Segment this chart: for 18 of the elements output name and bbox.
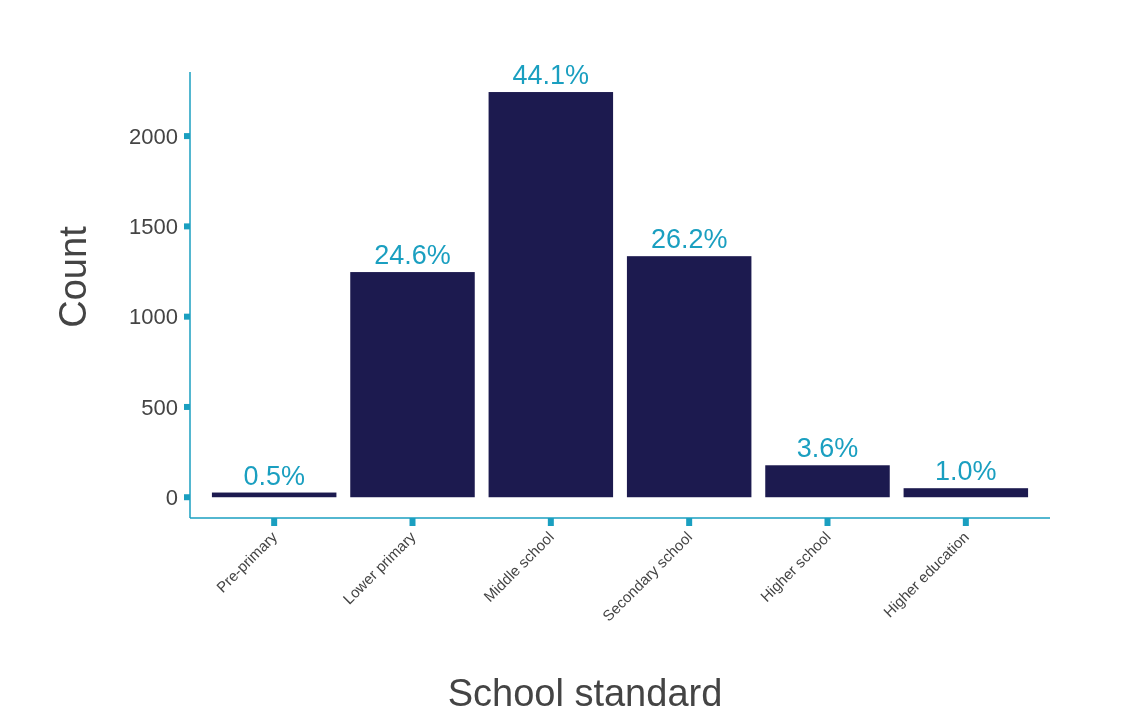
y-axis-title: Count [52, 225, 94, 328]
annotation: 1.0% [935, 456, 997, 487]
annotation: 26.2% [650, 224, 728, 255]
x-axis-title: School standard [447, 672, 723, 714]
y-tick-label: 1000 [129, 304, 178, 330]
annotation: 0.5% [243, 460, 305, 491]
annotation: 44.1% [512, 60, 590, 91]
y-tick-label: 500 [141, 394, 178, 420]
bar [765, 465, 890, 498]
bar [488, 92, 614, 498]
bar [350, 272, 475, 498]
y-tick-label: 2000 [129, 123, 178, 149]
y-tick-label: 1500 [129, 214, 178, 240]
annotation: 3.6% [796, 433, 859, 464]
bar [903, 488, 1029, 498]
annotation: 24.6% [374, 240, 451, 271]
y-tick-label: 0 [165, 484, 178, 510]
bar [626, 256, 752, 498]
